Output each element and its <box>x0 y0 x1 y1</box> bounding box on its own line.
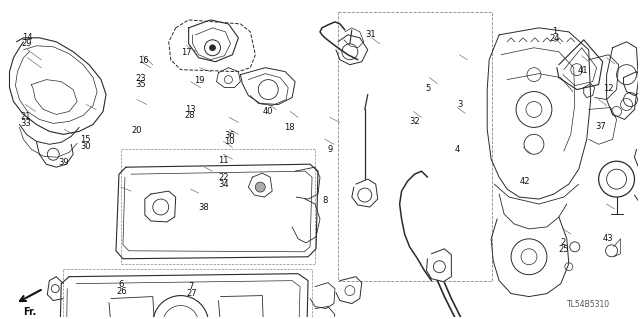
Text: 25: 25 <box>558 245 568 254</box>
Bar <box>121 149 315 264</box>
Text: 13: 13 <box>185 105 195 114</box>
Text: 32: 32 <box>409 117 420 126</box>
Text: 1: 1 <box>552 27 557 36</box>
Text: 27: 27 <box>186 289 196 298</box>
Text: 5: 5 <box>426 85 431 93</box>
Text: 43: 43 <box>603 234 613 243</box>
Circle shape <box>209 45 216 51</box>
Text: Fr.: Fr. <box>23 307 36 316</box>
Text: 17: 17 <box>181 48 191 56</box>
Text: 30: 30 <box>80 142 91 151</box>
Text: 11: 11 <box>218 156 228 165</box>
Text: 38: 38 <box>198 204 209 212</box>
Text: 42: 42 <box>520 177 531 186</box>
Text: 21: 21 <box>20 112 31 121</box>
Text: 39: 39 <box>59 158 69 167</box>
Text: 41: 41 <box>577 66 588 75</box>
Text: 2: 2 <box>561 238 566 247</box>
Text: 8: 8 <box>323 196 328 205</box>
Text: 14: 14 <box>22 33 32 42</box>
Text: 19: 19 <box>194 77 204 85</box>
Text: 23: 23 <box>135 74 146 83</box>
Text: 10: 10 <box>224 137 235 146</box>
Circle shape <box>255 182 265 192</box>
Text: 26: 26 <box>116 286 127 296</box>
Text: 29: 29 <box>22 39 32 48</box>
Text: 22: 22 <box>218 173 228 182</box>
Text: 4: 4 <box>454 145 460 154</box>
Text: 28: 28 <box>185 111 195 120</box>
Text: 16: 16 <box>138 56 148 65</box>
Text: 6: 6 <box>118 280 124 289</box>
Text: 15: 15 <box>81 135 91 144</box>
Text: 31: 31 <box>365 30 376 40</box>
Text: TL54B5310: TL54B5310 <box>567 300 611 308</box>
Text: 12: 12 <box>603 85 613 93</box>
Text: 34: 34 <box>218 180 228 189</box>
Text: 24: 24 <box>549 34 559 43</box>
Text: 3: 3 <box>458 100 463 109</box>
Text: 18: 18 <box>284 123 295 132</box>
Text: 36: 36 <box>224 131 235 140</box>
Text: 7: 7 <box>189 282 194 291</box>
Bar <box>338 12 492 281</box>
Text: 35: 35 <box>135 80 146 89</box>
Text: 20: 20 <box>131 126 142 135</box>
Bar <box>63 269 312 319</box>
Text: 40: 40 <box>262 107 273 116</box>
Text: 33: 33 <box>20 119 31 128</box>
Text: 9: 9 <box>328 145 333 154</box>
Text: 37: 37 <box>595 122 605 131</box>
